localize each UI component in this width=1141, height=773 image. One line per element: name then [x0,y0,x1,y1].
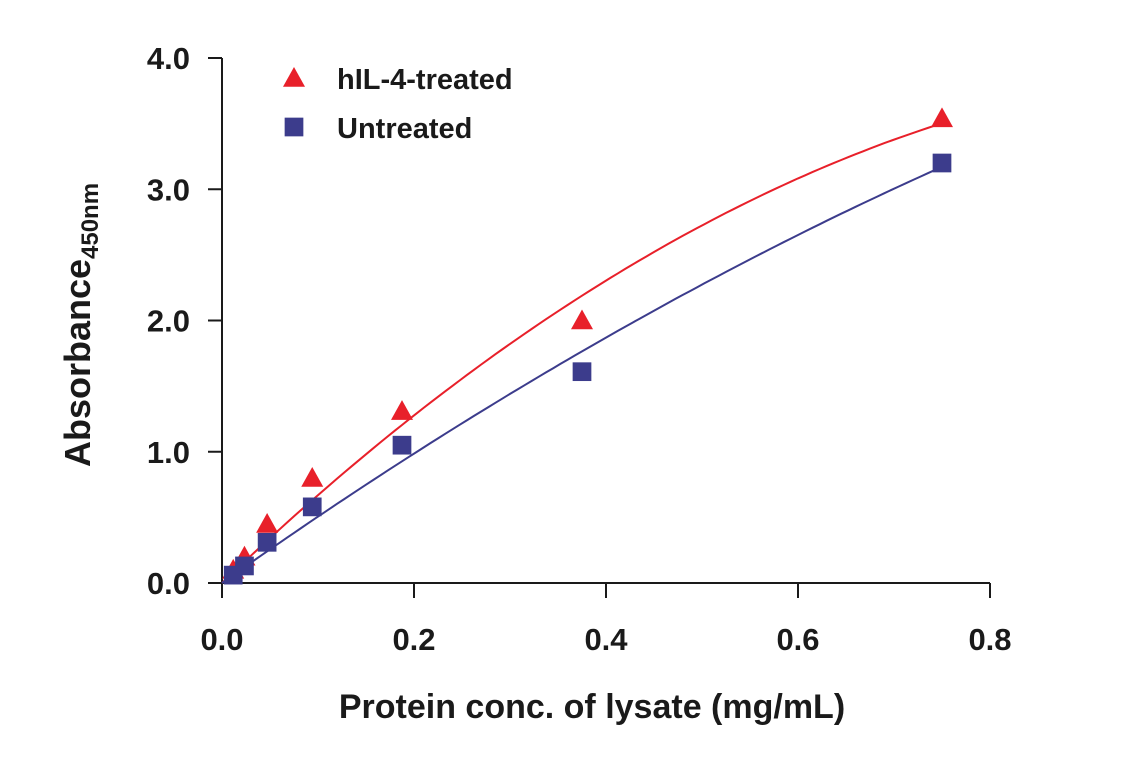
y-tick-label: 4.0 [147,41,190,76]
x-tick-label: 0.8 [968,622,1011,657]
y-tick-label: 0.0 [147,566,190,601]
data-point [235,556,254,576]
x-tick-label: 0.0 [200,622,243,657]
x-axis-label: Protein conc. of lysate (mg/mL) [339,688,845,726]
data-point [391,400,413,420]
legend-label: Untreated [337,113,472,145]
data-point [301,467,324,487]
y-axis-label-main: Absorbance [57,259,98,467]
y-tick-label: 2.0 [147,304,190,339]
data-point [571,309,593,330]
y-tick-label: 1.0 [147,435,190,470]
data-point [257,532,277,552]
data-point [256,512,279,533]
x-tick-label: 0.4 [584,622,628,657]
data-point [932,153,952,173]
x-tick-label: 0.2 [392,622,435,657]
data-point [302,497,322,517]
x-tick-label: 0.6 [776,622,819,657]
data-point [931,107,953,128]
fit-curve [221,122,943,584]
legend-marker [283,67,305,87]
y-axis-label: Absorbance450nm [57,183,104,467]
data-point [572,362,592,382]
legend-label: hIL-4-treated [337,64,513,96]
y-axis-label-subscript: 450nm [77,183,104,259]
data-point [392,435,412,455]
y-tick-label: 3.0 [147,172,190,207]
fit-curve [221,165,943,584]
legend-marker [284,117,304,137]
